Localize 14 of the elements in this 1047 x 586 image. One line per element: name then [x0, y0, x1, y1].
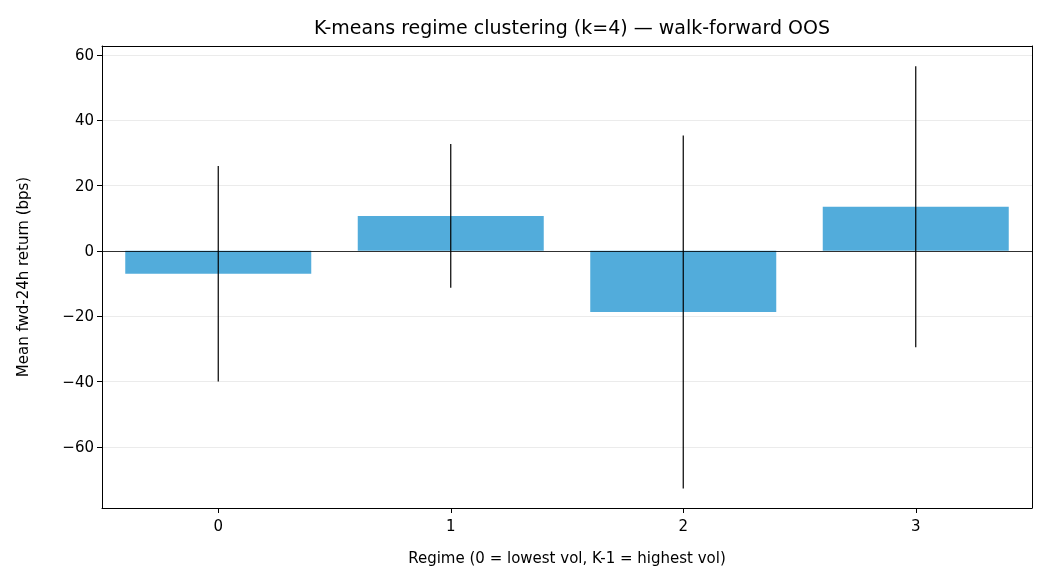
y-tick-label: 0	[84, 241, 94, 260]
y-tick-label: 40	[74, 111, 94, 130]
y-tick-label: −60	[62, 437, 94, 456]
y-tick-label: 20	[74, 176, 94, 195]
chart-title: K-means regime clustering (k=4) — walk-forward OOS	[314, 15, 830, 38]
x-tick-label: 3	[910, 516, 921, 535]
y-tick-label: −40	[62, 372, 94, 391]
y-tick-label: −20	[62, 307, 94, 326]
y-axis-title: Mean fwd-24h return (bps)	[13, 176, 32, 378]
x-axis-title: Regime (0 = lowest vol, K-1 = highest vol)	[408, 548, 726, 567]
y-tick-label: 60	[74, 45, 94, 64]
x-tick-label: 1	[445, 516, 456, 535]
x-tick-label: 2	[678, 516, 689, 535]
x-tick-label: 0	[213, 516, 224, 535]
